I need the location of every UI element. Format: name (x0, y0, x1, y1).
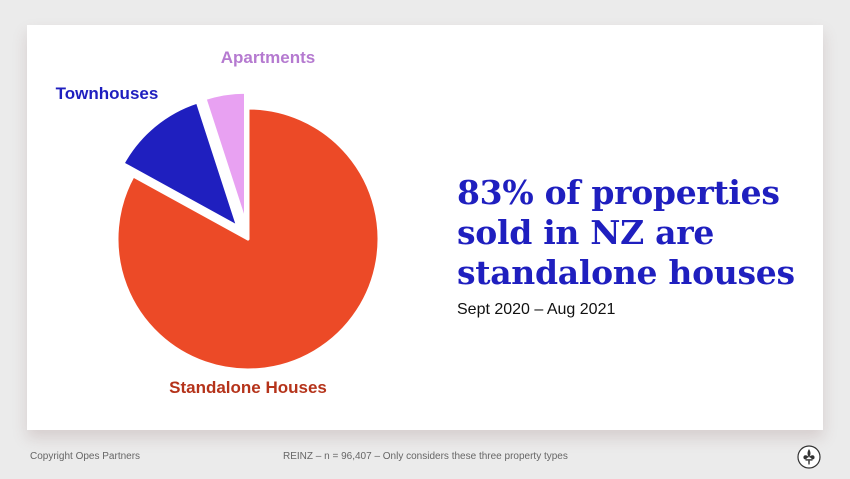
date-range-subtitle: Sept 2020 – Aug 2021 (457, 301, 616, 318)
pie-slice-standalone-houses (115, 106, 381, 372)
pie-labels: Standalone Houses Townhouses Apartments (56, 48, 327, 397)
slice-label-standalone-houses: Standalone Houses (169, 378, 327, 397)
pie-chart: Standalone Houses Townhouses Apartments (56, 48, 381, 397)
headline-line: standalone houses (457, 253, 795, 292)
headline: 83% of properties sold in NZ are standal… (457, 173, 795, 293)
source-note: REINZ – n = 96,407 – Only considers thes… (283, 451, 568, 462)
slice-label-apartments: Apartments (221, 48, 315, 67)
headline-line: sold in NZ are (457, 213, 715, 252)
slide-card: Standalone Houses Townhouses Apartments 83… (27, 25, 823, 430)
pie-slices (115, 90, 381, 372)
fleur-de-lis-icon (797, 445, 821, 469)
pie-slice-apartments (203, 90, 247, 225)
pie-slice-townhouses (121, 100, 240, 229)
headline-line: 83% of properties (457, 173, 780, 212)
copyright-text: Copyright Opes Partners (30, 451, 141, 462)
slice-label-townhouses: Townhouses (56, 84, 159, 103)
